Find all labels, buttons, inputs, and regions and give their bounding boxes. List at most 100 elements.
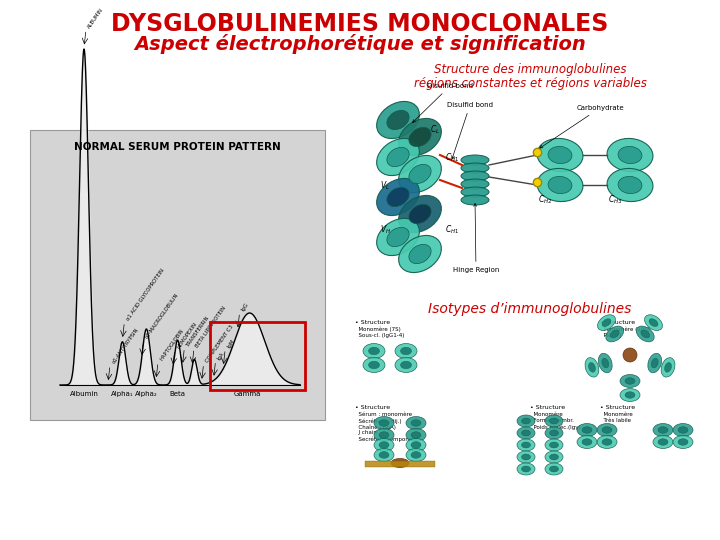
- Ellipse shape: [598, 315, 616, 330]
- Ellipse shape: [585, 357, 599, 377]
- Ellipse shape: [400, 361, 412, 369]
- Ellipse shape: [406, 416, 426, 429]
- Ellipse shape: [369, 361, 379, 369]
- Ellipse shape: [377, 178, 419, 215]
- Text: Isotypes d’immunoglobulines: Isotypes d’immunoglobulines: [428, 302, 631, 316]
- Ellipse shape: [641, 330, 649, 338]
- Ellipse shape: [517, 463, 535, 475]
- Ellipse shape: [620, 388, 640, 402]
- Text: ALBUMIN: ALBUMIN: [87, 7, 105, 29]
- Ellipse shape: [374, 429, 394, 442]
- Bar: [210, 322, 305, 390]
- Ellipse shape: [545, 427, 563, 439]
- Ellipse shape: [406, 438, 426, 451]
- Text: Structure des immunoglobulines: Structure des immunoglobulines: [433, 63, 626, 76]
- Ellipse shape: [399, 195, 441, 233]
- Ellipse shape: [517, 415, 535, 427]
- Ellipse shape: [648, 353, 662, 373]
- Text: Pièce J: Pièce J: [600, 333, 621, 339]
- Ellipse shape: [374, 449, 394, 462]
- Ellipse shape: [379, 432, 389, 438]
- Ellipse shape: [461, 187, 489, 197]
- Ellipse shape: [636, 326, 654, 342]
- Ellipse shape: [399, 118, 441, 156]
- Ellipse shape: [549, 466, 559, 472]
- Ellipse shape: [411, 432, 421, 438]
- Text: α1 ACID GLYCOPROTEIN: α1 ACID GLYCOPROTEIN: [125, 268, 165, 322]
- Ellipse shape: [607, 138, 653, 172]
- Text: Sécrétions (dij.): Sécrétions (dij.): [355, 418, 402, 423]
- Text: Secrétory component: Secrétory component: [355, 436, 418, 442]
- Text: $C_{H2}$: $C_{H2}$: [538, 193, 552, 206]
- Ellipse shape: [665, 362, 672, 372]
- Text: • Structure: • Structure: [355, 320, 390, 325]
- Ellipse shape: [545, 451, 563, 463]
- Ellipse shape: [377, 102, 419, 139]
- Ellipse shape: [411, 442, 421, 448]
- Ellipse shape: [652, 358, 658, 368]
- Text: HEMOPEXIN: HEMOPEXIN: [176, 321, 198, 349]
- Ellipse shape: [399, 235, 441, 273]
- Text: Forme membr.: Forme membr.: [530, 418, 574, 423]
- Ellipse shape: [461, 171, 489, 181]
- Text: DYSGLOBULINEMIES MONOCLONALES: DYSGLOBULINEMIES MONOCLONALES: [112, 12, 608, 36]
- Ellipse shape: [673, 423, 693, 436]
- Ellipse shape: [461, 155, 489, 165]
- Text: IgG: IgG: [240, 302, 250, 312]
- Ellipse shape: [623, 348, 637, 362]
- Ellipse shape: [602, 427, 612, 433]
- Ellipse shape: [549, 418, 559, 424]
- Text: NORMAL SERUM PROTEIN PATTERN: NORMAL SERUM PROTEIN PATTERN: [74, 142, 281, 152]
- Ellipse shape: [625, 378, 635, 384]
- Ellipse shape: [545, 415, 563, 427]
- Text: Aspect électrophorétique et signification: Aspect électrophorétique et significatio…: [134, 34, 586, 54]
- Ellipse shape: [377, 138, 419, 176]
- Ellipse shape: [387, 187, 409, 207]
- Text: Monomère: Monomère: [530, 412, 563, 417]
- Ellipse shape: [549, 442, 559, 448]
- Ellipse shape: [582, 438, 592, 445]
- Ellipse shape: [673, 435, 693, 449]
- Ellipse shape: [461, 195, 489, 205]
- Text: Hinge Region: Hinge Region: [453, 204, 499, 273]
- Ellipse shape: [678, 438, 688, 445]
- Text: Disulfid bond: Disulfid bond: [413, 83, 473, 123]
- Ellipse shape: [517, 439, 535, 451]
- Ellipse shape: [602, 319, 611, 327]
- Ellipse shape: [521, 418, 531, 424]
- Text: $C_L$: $C_L$: [430, 123, 440, 136]
- Ellipse shape: [409, 245, 431, 264]
- Ellipse shape: [374, 438, 394, 451]
- Text: Très labile: Très labile: [600, 418, 631, 423]
- Ellipse shape: [461, 179, 489, 189]
- Ellipse shape: [661, 357, 675, 377]
- Text: Poids moléc.(Igγ): Poids moléc.(Igγ): [530, 424, 580, 429]
- Ellipse shape: [577, 435, 597, 449]
- Ellipse shape: [411, 452, 421, 458]
- Text: Disulfid bond: Disulfid bond: [447, 102, 493, 159]
- Ellipse shape: [577, 423, 597, 436]
- Ellipse shape: [537, 168, 583, 201]
- Ellipse shape: [618, 177, 642, 194]
- Text: $C_{H1}$: $C_{H1}$: [445, 223, 459, 235]
- Text: • Structure: • Structure: [600, 320, 635, 325]
- Ellipse shape: [653, 423, 673, 436]
- Text: • Structure: • Structure: [530, 405, 565, 410]
- Ellipse shape: [606, 326, 624, 342]
- Text: Sérum : monomère: Sérum : monomère: [355, 412, 412, 417]
- Ellipse shape: [379, 452, 389, 458]
- Text: Pentamère (19S): Pentamère (19S): [600, 327, 650, 333]
- Ellipse shape: [406, 449, 426, 462]
- Ellipse shape: [363, 343, 385, 359]
- Ellipse shape: [399, 156, 441, 193]
- Ellipse shape: [548, 146, 572, 164]
- Ellipse shape: [521, 454, 531, 460]
- Ellipse shape: [409, 164, 431, 184]
- Ellipse shape: [400, 347, 412, 355]
- Text: HAPTOGLOBIN: HAPTOGLOBIN: [159, 328, 184, 362]
- Ellipse shape: [387, 227, 409, 247]
- Ellipse shape: [379, 442, 389, 448]
- Text: α2-MACROGLOBULIN: α2-MACROGLOBULIN: [145, 293, 180, 340]
- Ellipse shape: [602, 438, 612, 445]
- Text: BETA LIPOPROTEIN: BETA LIPOPROTEIN: [195, 305, 228, 348]
